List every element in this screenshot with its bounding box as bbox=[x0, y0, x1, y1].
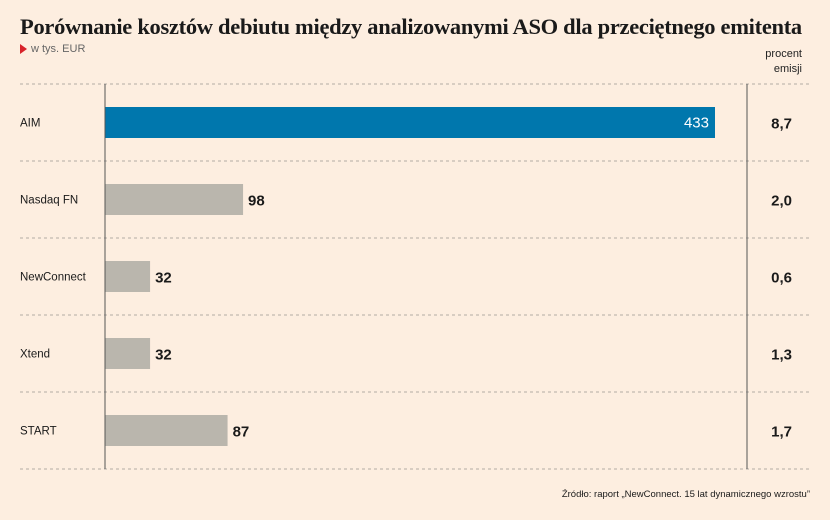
bar-start bbox=[105, 415, 228, 446]
unit-label: w tys. EUR bbox=[31, 43, 86, 55]
value-label: 87 bbox=[233, 424, 250, 441]
percent-label: 1,3 bbox=[771, 347, 792, 364]
category-label: Nasdaq FN bbox=[20, 195, 78, 207]
bar-newconnect bbox=[105, 261, 151, 292]
triangle-marker-icon bbox=[20, 44, 27, 54]
bar-nasdaq-fn bbox=[105, 184, 244, 215]
value-label: 32 bbox=[155, 270, 172, 287]
chart-title: Porównanie kosztów debiutu między analiz… bbox=[20, 14, 802, 39]
category-label: NewConnect bbox=[20, 272, 87, 284]
bar-xtend bbox=[105, 338, 151, 369]
bar-aim bbox=[105, 107, 715, 138]
percent-label: 2,0 bbox=[771, 193, 792, 210]
percent-label: 0,6 bbox=[771, 270, 792, 287]
percent-label: 8,7 bbox=[771, 116, 792, 133]
percent-header-line2: emisji bbox=[773, 63, 802, 75]
category-label: Xtend bbox=[20, 349, 50, 361]
category-label: START bbox=[20, 426, 57, 438]
percent-column-header: procent emisji bbox=[742, 47, 802, 77]
category-label: AIM bbox=[20, 118, 40, 130]
source-note: Źródło: raport „NewConnect. 15 lat dynam… bbox=[561, 489, 810, 500]
unit-note: w tys. EUR bbox=[20, 43, 85, 55]
percent-label: 1,7 bbox=[771, 424, 792, 441]
value-label: 98 bbox=[248, 193, 265, 210]
value-label: 32 bbox=[155, 347, 172, 364]
value-label: 433 bbox=[684, 115, 709, 132]
percent-header-line1: procent bbox=[765, 48, 802, 60]
